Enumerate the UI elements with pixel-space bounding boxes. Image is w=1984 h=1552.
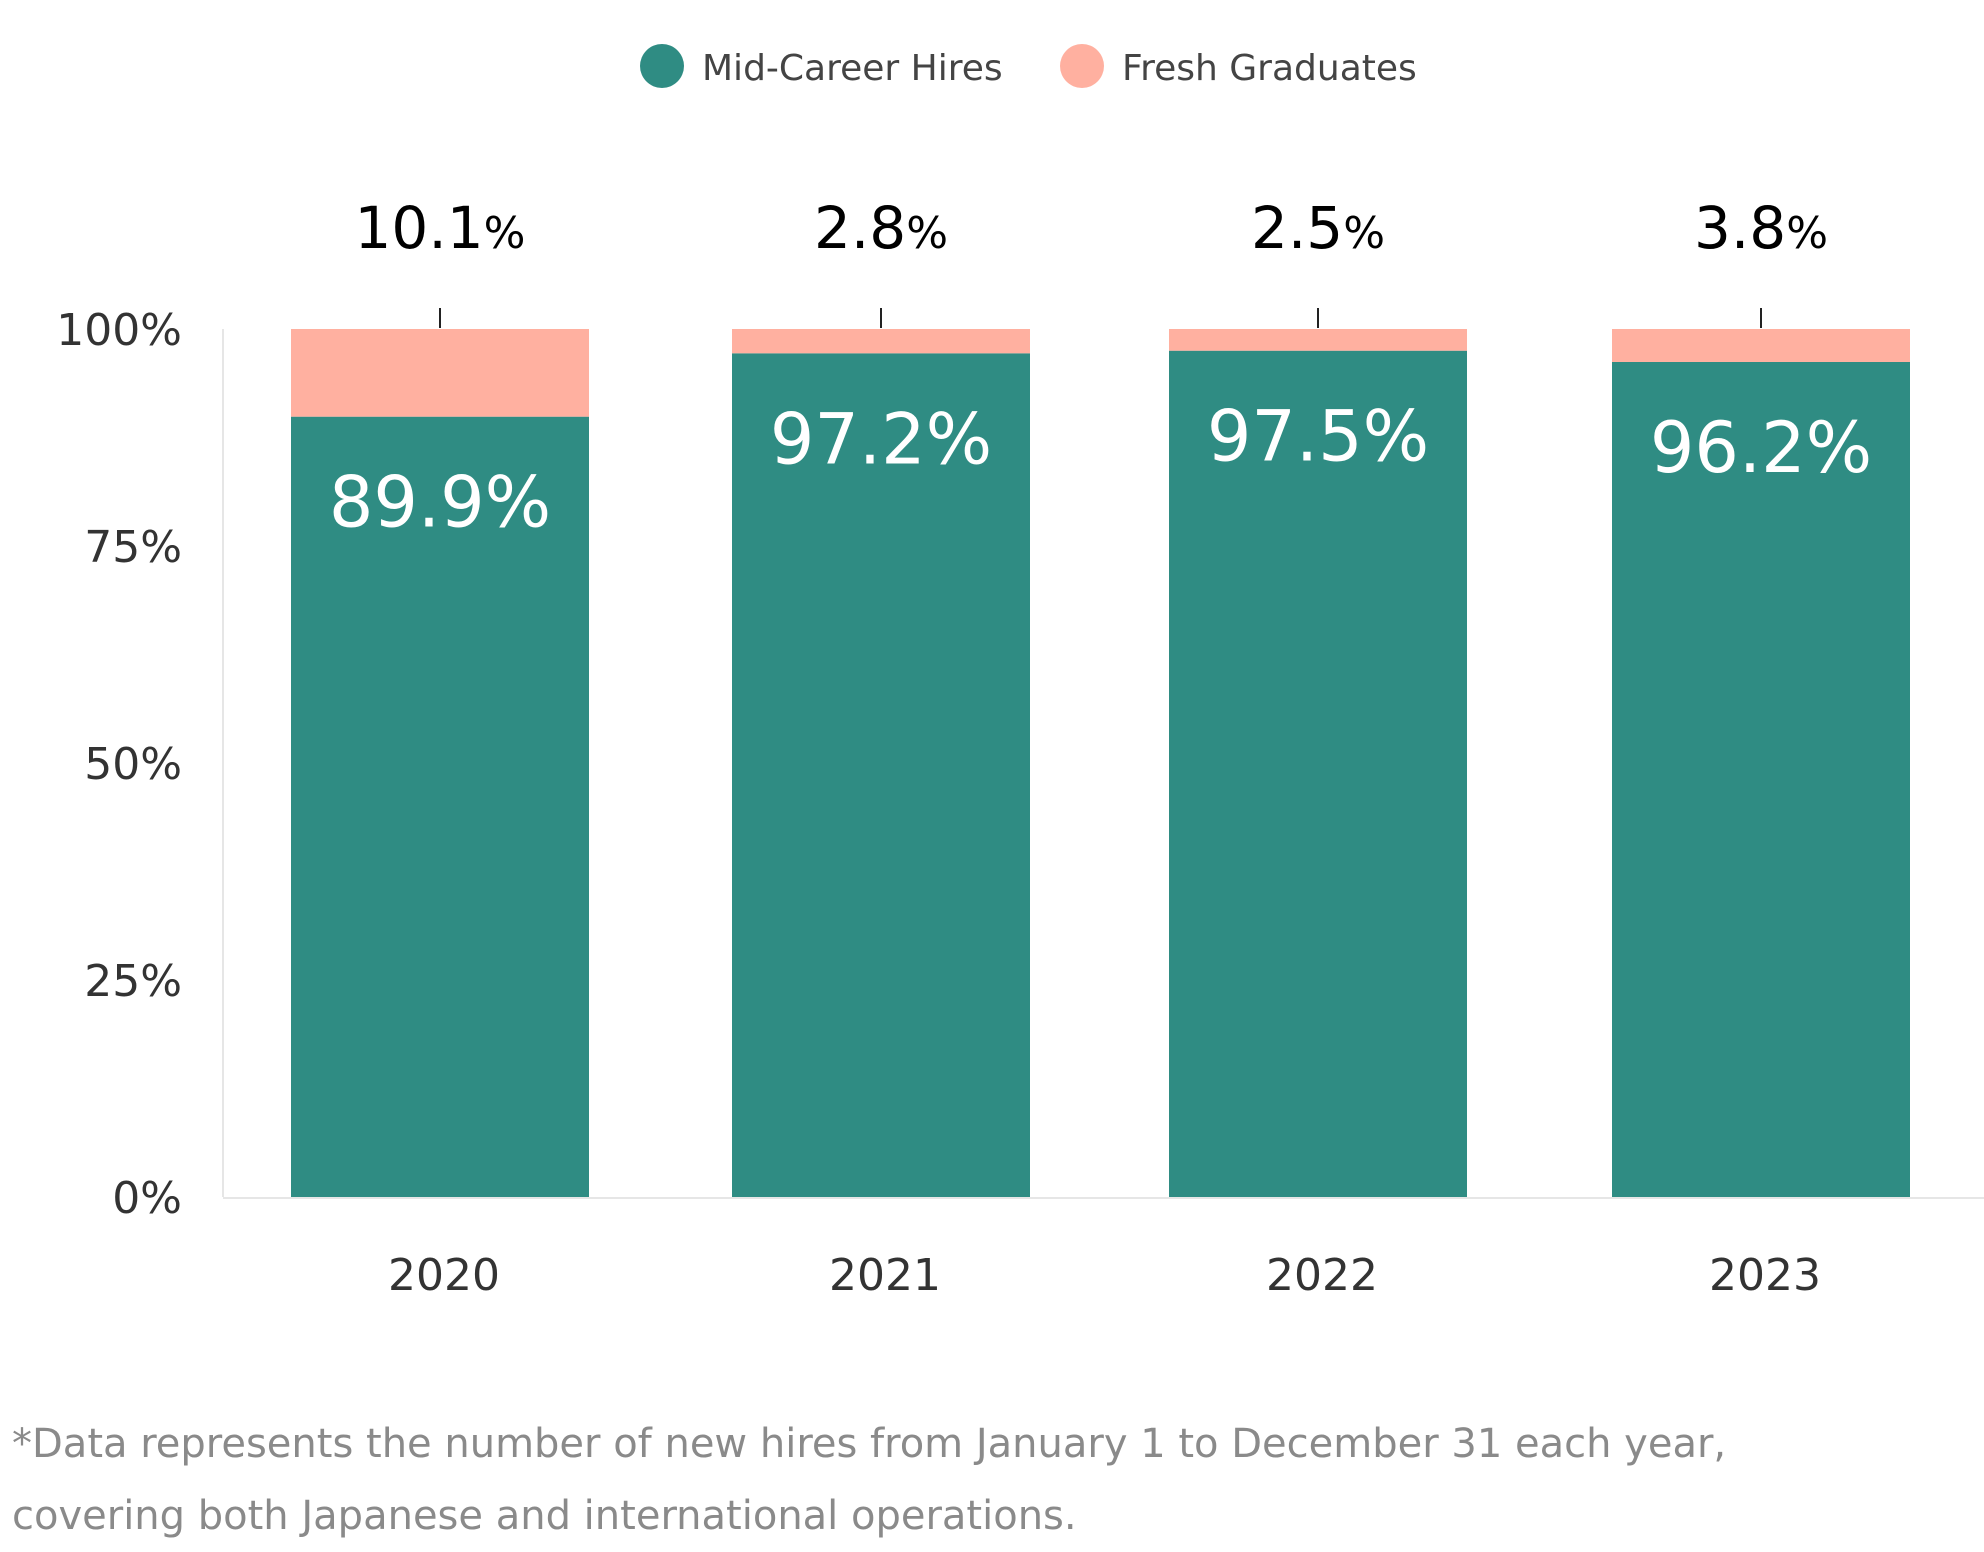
fresh-graduates-value-unit: % [484,208,526,259]
bar-fresh-graduates-2023 [1612,329,1910,362]
footnote: *Data represents the number of new hires… [12,1408,1972,1552]
fresh-graduates-value-unit: % [906,208,948,259]
legend: Mid-Career Hires Fresh Graduates [640,44,1417,89]
fresh-graduates-value-label: 2.8% [814,194,948,262]
mid-career-value-label: 89.9% [329,462,551,544]
stacked-bar-chart: Mid-Career Hires Fresh Graduates 0% 25% 50… [56,44,1984,1301]
y-tick-label: 75% [84,522,182,573]
legend-swatch-fresh-graduates [1060,44,1104,88]
axes: 0% 25% 50% 75% 100% [56,305,1984,1224]
x-tick-label: 2023 [1709,1250,1821,1301]
bar-mid-career-2023 [1612,361,1910,1197]
fresh-graduates-value-number: 3.8 [1694,194,1786,262]
bar-mid-career-2020 [291,416,589,1198]
fresh-graduates-value-label: 10.1% [355,194,526,262]
x-tick-label: 2020 [388,1250,500,1301]
fresh-graduates-value-unit: % [1343,208,1385,259]
mid-career-value-label: 97.2% [770,398,992,480]
data-labels: 89.9% 10.1% 2020 97.2% 2.8% 2021 97.5% 2.5% 2022… [329,194,1872,1301]
x-tick-label: 2022 [1266,1250,1378,1301]
fresh-graduates-value-number: 10.1 [355,194,484,262]
y-tick-label: 0% [112,1173,182,1224]
bar-fresh-graduates-2020 [291,329,589,417]
fresh-graduates-value-number: 2.5 [1251,194,1343,262]
fresh-graduates-value-number: 2.8 [814,194,906,262]
bar-fresh-graduates-2022 [1169,329,1467,351]
y-tick-label: 100% [56,305,182,356]
legend-label-mid-career: Mid-Career Hires [702,48,1003,89]
bar-fresh-graduates-2021 [732,329,1030,354]
fresh-graduates-value-label: 3.8% [1694,194,1828,262]
x-tick-label: 2021 [829,1250,941,1301]
bar-mid-career-2021 [732,353,1030,1198]
footnote-line-2: covering both Japanese and international… [12,1493,1077,1539]
mid-career-value-label: 96.2% [1650,407,1872,489]
bar-mid-career-2022 [1169,350,1467,1197]
fresh-graduates-value-unit: % [1786,208,1828,259]
footnote-line-1: *Data represents the number of new hires… [12,1421,1727,1467]
y-tick-label: 25% [84,956,182,1007]
mid-career-value-label: 97.5% [1207,396,1429,478]
fresh-graduates-value-label: 2.5% [1251,194,1385,262]
legend-swatch-mid-career [640,44,684,88]
y-tick-label: 50% [84,739,182,790]
legend-label-fresh-graduates: Fresh Graduates [1122,48,1417,89]
bars [291,308,1910,1198]
